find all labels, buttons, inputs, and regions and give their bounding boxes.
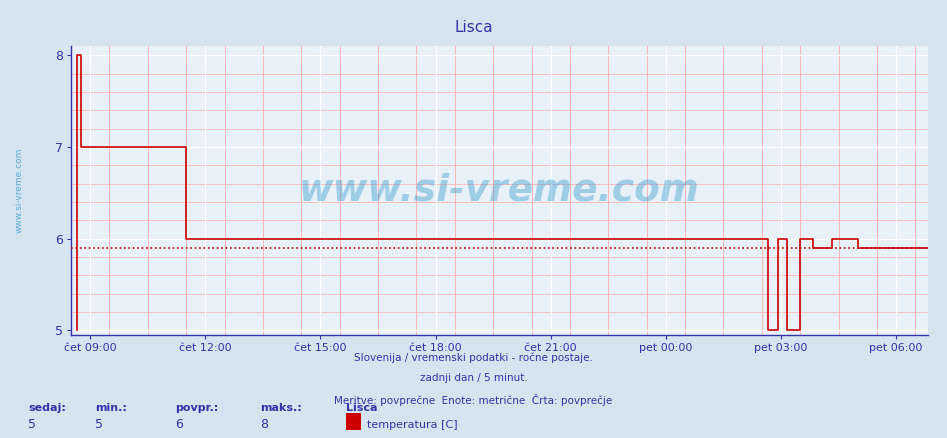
Text: Meritve: povprečne  Enote: metrične  Črta: povprečje: Meritve: povprečne Enote: metrične Črta:… bbox=[334, 394, 613, 406]
Text: min.:: min.: bbox=[95, 403, 127, 413]
Text: sedaj:: sedaj: bbox=[28, 403, 66, 413]
Text: maks.:: maks.: bbox=[260, 403, 302, 413]
Text: Lisca: Lisca bbox=[346, 403, 377, 413]
Text: 6: 6 bbox=[175, 418, 183, 431]
Text: Lisca: Lisca bbox=[455, 20, 492, 35]
Text: www.si-vreme.com: www.si-vreme.com bbox=[15, 148, 24, 233]
Text: 5: 5 bbox=[28, 418, 36, 431]
Text: 8: 8 bbox=[260, 418, 268, 431]
Text: povpr.:: povpr.: bbox=[175, 403, 219, 413]
Text: temperatura [C]: temperatura [C] bbox=[367, 420, 458, 431]
Text: zadnji dan / 5 minut.: zadnji dan / 5 minut. bbox=[420, 373, 527, 383]
Text: www.si-vreme.com: www.si-vreme.com bbox=[299, 173, 700, 208]
Text: Slovenija / vremenski podatki - ročne postaje.: Slovenija / vremenski podatki - ročne po… bbox=[354, 353, 593, 363]
Text: 5: 5 bbox=[95, 418, 102, 431]
